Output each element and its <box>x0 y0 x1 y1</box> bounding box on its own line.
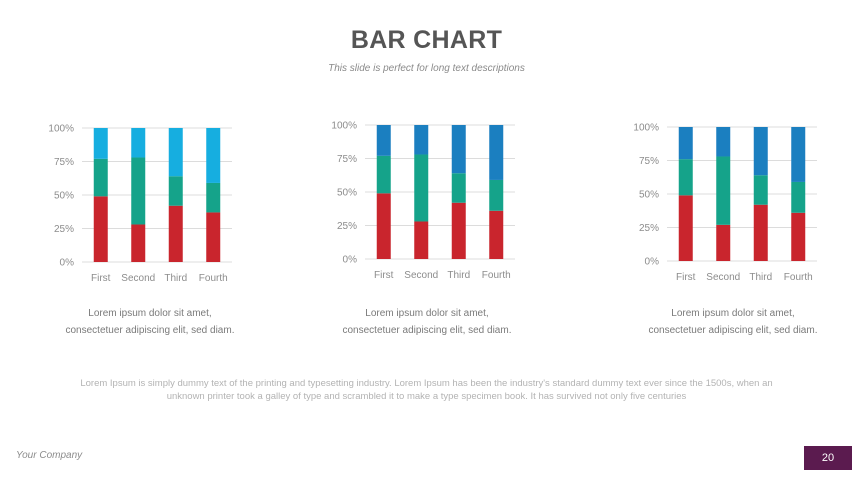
chart-2-bar-first-segment-2 <box>376 155 391 194</box>
chart-2-bar-first-segment-3 <box>376 125 391 156</box>
chart-2-x-tick-label: First <box>374 270 394 281</box>
chart-2-y-tick-label: 75% <box>337 154 357 165</box>
bar-chart-1-svg: 0% 25% 50% 75% 100% First Second Third Fourth <box>48 124 232 284</box>
chart-1-y-tick-label: 50% <box>54 191 74 202</box>
chart-3-y-tick-label: 75% <box>639 156 659 167</box>
footer-company: Your Company <box>16 450 83 461</box>
chart-2-y-tick-label: 50% <box>337 188 357 199</box>
chart-1-bar-second-segment-3 <box>131 128 146 158</box>
chart-1-y-tick-label: 0% <box>60 258 75 269</box>
chart-3-bar-fourth-segment-3 <box>791 127 806 182</box>
chart-3-bar-fourth-segment-1 <box>791 212 806 261</box>
bar-chart-2-svg: 0% 25% 50% 75% 100% First Second Third Fourth <box>331 121 515 281</box>
chart-1-bar-first-segment-1 <box>93 196 108 262</box>
chart-3-bar-second-segment-2 <box>716 156 731 225</box>
chart-2-x-tick-label: Fourth <box>482 270 511 281</box>
chart-3-x-tick-label: Second <box>706 272 740 283</box>
chart-1-bar-fourth-segment-1 <box>206 212 221 262</box>
chart-2-bar-fourth-segment-3 <box>489 125 504 180</box>
chart-2-bar-third-segment-1 <box>451 202 466 259</box>
chart-1-bar-first-segment-2 <box>93 158 108 197</box>
chart-2-x-tick-label: Third <box>447 270 470 281</box>
chart-2-bar-second-segment-3 <box>414 125 429 155</box>
chart-2-bar-fourth-segment-1 <box>489 210 504 259</box>
chart-3-bar-second-segment-3 <box>716 127 731 157</box>
chart-3-y-tick-label: 100% <box>633 123 659 134</box>
slide-title: BAR CHART <box>350 26 503 54</box>
chart-3-y-tick-label: 0% <box>645 257 660 268</box>
chart-3-bar-first-segment-3 <box>678 127 693 160</box>
chart-3-bar-third-segment-1 <box>753 204 768 261</box>
chart-1-x-tick-label: Fourth <box>199 273 228 284</box>
chart-2-y-tick-label: 100% <box>331 121 357 132</box>
chart-1-bar-third-segment-3 <box>168 128 183 177</box>
chart-2-description: Lorem ipsum dolor sit amet, consectetuer… <box>342 308 512 336</box>
bar-chart-3-svg: 0% 25% 50% 75% 100% First Second Third Fourth <box>633 123 817 283</box>
chart-3-bar-third-segment-3 <box>753 127 768 176</box>
bar-chart-1: 0% 25% 50% 75% 100% First Second Third Fourth <box>40 120 260 295</box>
chart-3-bar-fourth-segment-2 <box>791 181 806 213</box>
chart-1-x-tick-label: First <box>91 273 111 284</box>
chart-2-bar-third-segment-3 <box>451 125 466 174</box>
chart-1-bar-second-segment-2 <box>131 157 146 225</box>
slide-subtitle: This slide is perfect for long text desc… <box>328 63 525 74</box>
chart-2-y-tick-label: 25% <box>337 221 357 232</box>
chart-3-y-tick-label: 25% <box>639 223 659 234</box>
chart-2-bar-fourth-segment-2 <box>489 179 504 211</box>
chart-3-x-tick-label: Fourth <box>784 272 813 283</box>
chart-3-description: Lorem ipsum dolor sit amet, consectetuer… <box>648 308 818 336</box>
chart-2-bar-second-segment-1 <box>414 221 429 259</box>
chart-3-bar-first-segment-2 <box>678 159 693 196</box>
chart-1-x-tick-label: Second <box>121 273 155 284</box>
chart-1-x-tick-label: Third <box>164 273 187 284</box>
bar-chart-3: 0% 25% 50% 75% 100% First Second Third Fourth <box>625 119 845 294</box>
page-number-badge: 20 <box>804 446 852 470</box>
chart-1-y-tick-label: 75% <box>54 157 74 168</box>
chart-1-bar-fourth-segment-2 <box>206 182 221 213</box>
chart-2-bar-first-segment-1 <box>376 193 391 259</box>
page-number: 20 <box>821 452 835 464</box>
chart-3-bar-first-segment-1 <box>678 195 693 261</box>
chart-2-bar-third-segment-2 <box>451 173 466 203</box>
chart-2-y-tick-label: 0% <box>343 255 358 266</box>
chart-1-bar-third-segment-1 <box>168 205 183 262</box>
chart-1-bar-second-segment-1 <box>131 224 146 262</box>
chart-1-description: Lorem ipsum dolor sit amet, consectetuer… <box>65 308 235 336</box>
chart-3-x-tick-label: Third <box>749 272 772 283</box>
chart-1-bar-fourth-segment-3 <box>206 128 221 183</box>
chart-1-y-tick-label: 25% <box>54 224 74 235</box>
chart-3-y-tick-label: 50% <box>639 190 659 201</box>
chart-2-x-tick-label: Second <box>404 270 438 281</box>
body-text: Lorem Ipsum is simply dummy text of the … <box>80 378 773 402</box>
chart-3-bar-third-segment-2 <box>753 175 768 205</box>
chart-1-y-tick-label: 100% <box>48 124 74 135</box>
bar-chart-2: 0% 25% 50% 75% 100% First Second Third Fourth <box>323 117 543 292</box>
chart-3-bar-second-segment-1 <box>716 224 731 261</box>
chart-2-bar-second-segment-2 <box>414 154 429 222</box>
chart-1-bar-first-segment-3 <box>93 128 108 159</box>
chart-3-x-tick-label: First <box>676 272 696 283</box>
chart-1-bar-third-segment-2 <box>168 176 183 206</box>
